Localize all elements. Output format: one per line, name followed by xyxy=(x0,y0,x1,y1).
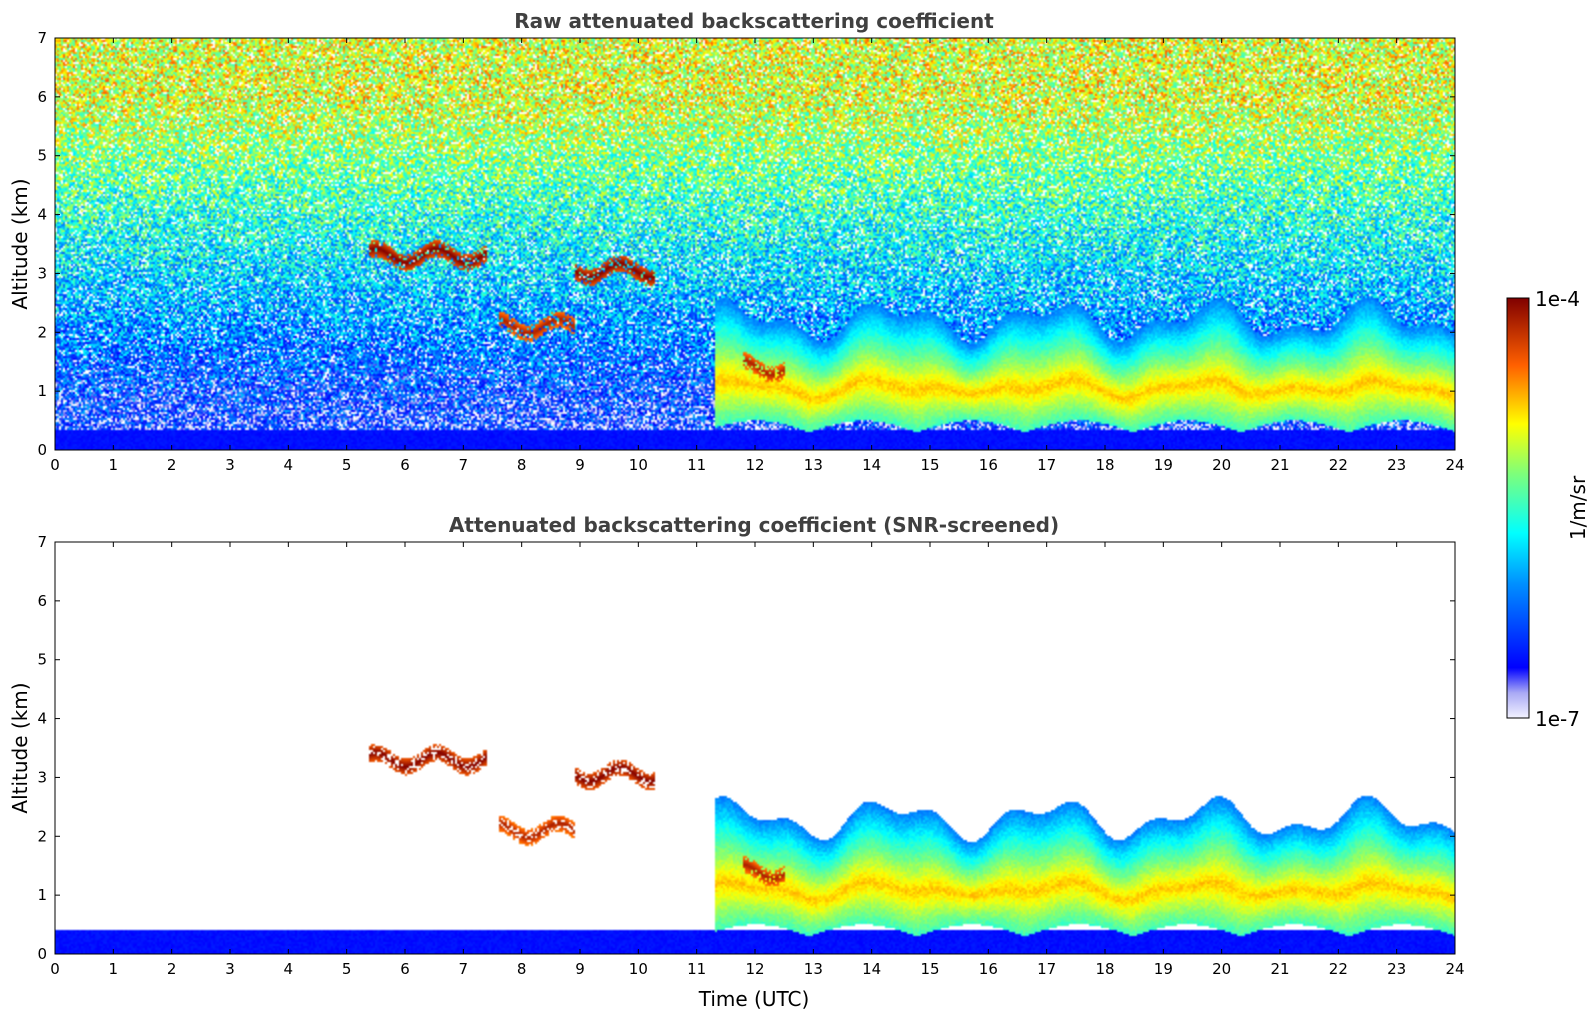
panel-raw-heatmap-image xyxy=(55,38,1455,450)
x-tick-label: 3 xyxy=(225,960,235,978)
colorbar-unit-label: 1/m/sr xyxy=(1566,475,1590,540)
x-tick-label: 10 xyxy=(629,456,648,474)
x-tick-label: 6 xyxy=(400,960,410,978)
x-tick-label: 14 xyxy=(862,456,881,474)
panel-screened-heatmap-image xyxy=(55,542,1455,954)
x-tick-label: 12 xyxy=(745,456,764,474)
colorbar-min-label: 1e-7 xyxy=(1535,707,1580,731)
x-tick-label: 7 xyxy=(459,960,469,978)
y-tick-label: 5 xyxy=(37,147,47,165)
x-tick-label: 16 xyxy=(979,456,998,474)
y-tick-label: 0 xyxy=(37,945,47,963)
x-tick-label: 9 xyxy=(575,456,585,474)
x-tick-label: 16 xyxy=(979,960,998,978)
x-tick-label: 23 xyxy=(1387,960,1406,978)
y-tick-label: 7 xyxy=(37,29,47,47)
x-tick-label: 10 xyxy=(629,960,648,978)
x-tick-label: 4 xyxy=(284,960,294,978)
x-tick-label: 24 xyxy=(1445,456,1464,474)
x-tick-label: 3 xyxy=(225,456,235,474)
x-tick-label: 7 xyxy=(459,456,469,474)
y-tick-label: 4 xyxy=(37,710,47,728)
x-tick-label: 5 xyxy=(342,960,352,978)
x-tick-label: 17 xyxy=(1037,456,1056,474)
y-tick-label: 7 xyxy=(37,533,47,551)
panel-screened-title: Attenuated backscattering coefficient (S… xyxy=(449,513,1059,537)
x-tick-label: 11 xyxy=(687,456,706,474)
panel-screened-x-ticks: 0 1 2 3 4 5 6 7 8 9 10 11 12 13 14 15 16 17 18 19 20 21 22 23 24 xyxy=(50,542,1465,978)
x-tick-label: 4 xyxy=(284,456,294,474)
y-tick-label: 6 xyxy=(37,88,47,106)
x-tick-label: 18 xyxy=(1095,960,1114,978)
x-tick-label: 22 xyxy=(1329,456,1348,474)
x-tick-label: 0 xyxy=(50,960,60,978)
x-tick-label: 15 xyxy=(920,456,939,474)
x-tick-label: 15 xyxy=(920,960,939,978)
panel-raw-title: Raw attenuated backscattering coefficien… xyxy=(514,9,994,33)
y-tick-label: 5 xyxy=(37,651,47,669)
y-tick-label: 2 xyxy=(37,323,47,341)
x-tick-label: 8 xyxy=(517,960,527,978)
x-tick-label: 9 xyxy=(575,960,585,978)
panel-raw-y-ticks: 0 1 2 3 4 5 6 7 xyxy=(37,29,1455,459)
y-tick-label: 6 xyxy=(37,592,47,610)
x-tick-label: 1 xyxy=(109,960,119,978)
y-tick-label: 3 xyxy=(37,768,47,786)
x-tick-label: 12 xyxy=(745,960,764,978)
y-tick-label: 2 xyxy=(37,827,47,845)
x-tick-label: 1 xyxy=(109,456,119,474)
x-tick-label: 19 xyxy=(1154,456,1173,474)
x-tick-label: 14 xyxy=(862,960,881,978)
x-tick-label: 0 xyxy=(50,456,60,474)
x-tick-label: 8 xyxy=(517,456,527,474)
panel-screened-y-axis-label: Altitude (km) xyxy=(8,682,32,813)
panel-screened-y-ticks: 0 1 2 3 4 5 6 7 xyxy=(37,533,1455,963)
x-tick-label: 13 xyxy=(804,456,823,474)
x-tick-label: 21 xyxy=(1270,960,1289,978)
y-tick-label: 1 xyxy=(37,382,47,400)
x-tick-label: 20 xyxy=(1212,456,1231,474)
x-tick-label: 24 xyxy=(1445,960,1464,978)
x-tick-label: 21 xyxy=(1270,456,1289,474)
panel-raw-x-ticks: 0 1 2 3 4 5 6 7 8 9 10 11 12 13 14 15 16 17 18 19 20 21 22 23 24 xyxy=(50,38,1465,474)
colorbar-gradient xyxy=(1506,297,1530,719)
colorbar: 1e-4 1e-7 1/m/sr xyxy=(1506,287,1590,731)
colorbar-max-label: 1e-4 xyxy=(1535,287,1580,311)
x-tick-label: 17 xyxy=(1037,960,1056,978)
x-tick-label: 20 xyxy=(1212,960,1231,978)
x-tick-label: 18 xyxy=(1095,456,1114,474)
x-tick-label: 5 xyxy=(342,456,352,474)
x-tick-label: 6 xyxy=(400,456,410,474)
panel-screened: Attenuated backscattering coefficient (S… xyxy=(8,513,1465,1011)
panel-raw-y-axis-label: Altitude (km) xyxy=(8,178,32,309)
y-tick-label: 3 xyxy=(37,264,47,282)
y-tick-label: 4 xyxy=(37,206,47,224)
x-axis-label: Time (UTC) xyxy=(698,987,810,1011)
x-tick-label: 13 xyxy=(804,960,823,978)
x-tick-label: 2 xyxy=(167,456,177,474)
y-tick-label: 1 xyxy=(37,886,47,904)
x-tick-label: 22 xyxy=(1329,960,1348,978)
panel-raw: Raw attenuated backscattering coefficien… xyxy=(8,9,1465,474)
x-tick-label: 19 xyxy=(1154,960,1173,978)
x-tick-label: 23 xyxy=(1387,456,1406,474)
x-tick-label: 11 xyxy=(687,960,706,978)
y-tick-label: 0 xyxy=(37,441,47,459)
x-tick-label: 2 xyxy=(167,960,177,978)
